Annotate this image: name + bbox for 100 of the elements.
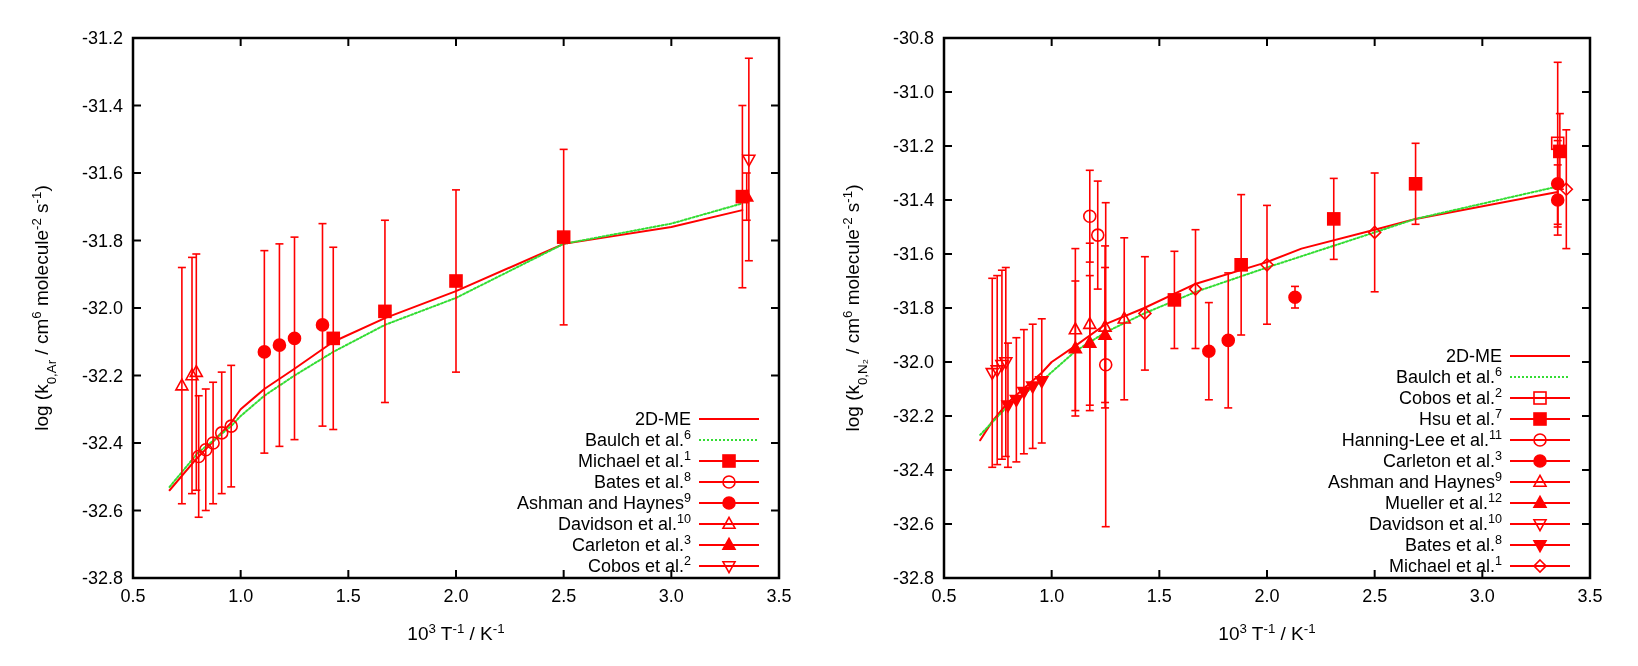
x-tick-label: 1.0: [1039, 586, 1065, 606]
legend-label: Ashman and Haynes$^{9}$: [1327, 470, 1502, 492]
legend-label: 2D-ME: [1445, 346, 1502, 366]
point: [1017, 386, 1031, 400]
y-tick-label: -32.2: [81, 365, 123, 386]
x-tick-label: 0.5: [120, 586, 146, 606]
x-tick-label: 1.5: [1146, 586, 1172, 606]
legend-label: Michael et al.$^{1}$: [1388, 554, 1502, 576]
point: [287, 331, 302, 346]
legend-label: Carleton et al.$^{3}$: [1382, 449, 1502, 471]
point: [999, 357, 1013, 370]
point: [1234, 258, 1248, 272]
point: [1367, 225, 1382, 240]
point: [326, 331, 341, 346]
point: [1082, 209, 1097, 223]
point: [1034, 375, 1049, 389]
legend-label: Bates et al.$^{8}$: [593, 470, 691, 492]
x-axis-title: 10$^{3}$ T$^{-1}$ / K$^{-1}$: [1218, 620, 1316, 644]
point: [1082, 316, 1097, 330]
point: [1025, 381, 1040, 394]
x-tick-label: 3.0: [658, 586, 684, 606]
x-tick-label: 1.5: [335, 586, 361, 606]
point: [1550, 136, 1565, 151]
y-tick-label: -31.2: [81, 28, 123, 48]
point: [1167, 293, 1182, 307]
y-tick-label: -31.4: [892, 190, 934, 210]
point: [1117, 311, 1132, 324]
point: [1550, 193, 1565, 207]
y-tick-label: -31.8: [892, 298, 934, 318]
legend-label: Cobos et al.$^{2}$: [587, 554, 691, 576]
point: [378, 304, 392, 319]
y-tick-label: -32.4: [81, 433, 123, 453]
point: [1009, 394, 1024, 408]
point: [224, 419, 238, 433]
legend-label: Bates et al.$^{8}$: [1404, 533, 1502, 555]
point: [556, 230, 571, 244]
y-tick-label: -32.4: [892, 460, 934, 480]
y-tick-label: -31.8: [81, 230, 123, 251]
point: [1188, 282, 1203, 296]
point: [1068, 341, 1083, 354]
x-tick-label: 2.0: [1254, 586, 1280, 606]
y-tick-label: -32.8: [81, 568, 123, 588]
point: [189, 364, 204, 378]
point: [1098, 319, 1112, 332]
point: [1260, 258, 1274, 272]
point: [1559, 182, 1574, 196]
legend-label: Davidson et al.$^{10}$: [557, 512, 691, 534]
x-tick-label: 3.0: [1469, 586, 1495, 606]
point: [1090, 228, 1105, 242]
x-axis-title: 10$^{3}$ T$^{-1}$ / K$^{-1}$: [407, 620, 505, 644]
point: [990, 365, 1004, 378]
x-tick-label: 2.5: [1362, 586, 1388, 606]
x-tick-label: 2.0: [443, 586, 469, 606]
point: [449, 274, 463, 288]
point: [1221, 333, 1236, 348]
y-tick-label: -32.6: [81, 500, 123, 521]
legend-label: Michael et al.$^{1}$: [577, 449, 691, 471]
point: [742, 154, 756, 167]
y-tick-label: -31.6: [81, 163, 123, 183]
y-tick-label: -32.0: [81, 298, 123, 318]
y-tick-label: -31.6: [892, 244, 934, 264]
point: [315, 318, 330, 332]
legend-label: Baulch et al.$^{6}$: [584, 428, 691, 450]
x-tick-label: 3.5: [766, 586, 792, 606]
y-tick-label: -31.2: [892, 136, 934, 156]
y-tick-label: -30.8: [892, 28, 934, 48]
point: [272, 338, 287, 352]
y-tick-label: -31.0: [892, 82, 934, 102]
x-tick-label: 1.0: [228, 586, 254, 606]
y-tick-label: -32.6: [892, 514, 934, 534]
point: [214, 426, 229, 440]
point: [1098, 357, 1113, 372]
y-tick-label: -32.8: [892, 568, 934, 588]
legend-label: Hanning-Lee et al.$^{11}$: [1341, 428, 1502, 450]
point: [1202, 344, 1216, 358]
point: [985, 367, 1000, 381]
point: [1408, 177, 1423, 191]
point: [257, 345, 272, 359]
point: [175, 378, 189, 391]
point: [1001, 400, 1015, 413]
point: [185, 368, 199, 381]
point: [198, 442, 213, 457]
x-tick-label: 2.5: [551, 586, 577, 606]
legend-label: 2D-ME: [634, 409, 691, 429]
legend-label: Cobos et al.$^{2}$: [1398, 386, 1502, 408]
y-tick-label: -32.0: [892, 352, 934, 372]
legend-label: Mueller et al.$^{12}$: [1384, 491, 1502, 513]
x-tick-label: 0.5: [931, 586, 957, 606]
legend-label: Carleton et al.$^{3}$: [571, 533, 691, 555]
point: [1098, 327, 1112, 340]
legend-label: Baulch et al.$^{6}$: [1395, 365, 1502, 387]
point: [206, 436, 220, 450]
x-tick-label: 3.5: [1577, 586, 1603, 606]
legend-label: Ashman and Haynes$^{9}$: [516, 491, 691, 513]
point: [1288, 290, 1302, 304]
point: [1326, 212, 1341, 226]
y-tick-label: -32.2: [892, 406, 934, 426]
legend-label: Hsu et al.$^{7}$: [1418, 407, 1502, 429]
point: [191, 449, 206, 464]
point: [1138, 306, 1152, 321]
